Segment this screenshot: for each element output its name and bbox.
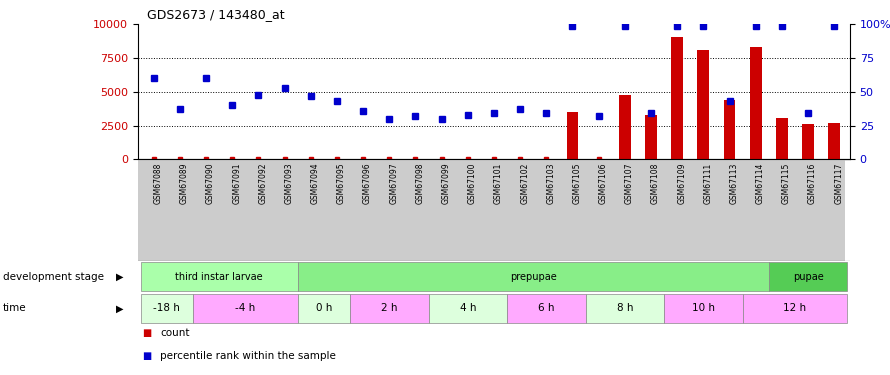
Text: -4 h: -4 h — [235, 303, 255, 313]
Text: GSM67096: GSM67096 — [363, 162, 372, 204]
Text: -18 h: -18 h — [153, 303, 180, 313]
Text: time: time — [3, 303, 27, 313]
Bar — [350, 294, 428, 323]
Bar — [619, 94, 631, 159]
Text: GSM67103: GSM67103 — [546, 162, 555, 204]
Text: prepupae: prepupae — [510, 272, 556, 282]
Text: GSM67105: GSM67105 — [572, 162, 581, 204]
Bar — [193, 294, 297, 323]
Text: GSM67093: GSM67093 — [285, 162, 294, 204]
Text: GSM67116: GSM67116 — [808, 162, 817, 204]
Bar — [428, 294, 507, 323]
Text: GSM67111: GSM67111 — [703, 162, 712, 204]
Text: GSM67088: GSM67088 — [154, 162, 163, 204]
Text: ■: ■ — [142, 328, 151, 338]
Text: GSM67115: GSM67115 — [782, 162, 791, 204]
Text: 2 h: 2 h — [381, 303, 398, 313]
Text: count: count — [160, 328, 190, 338]
Bar — [776, 117, 788, 159]
Text: 8 h: 8 h — [617, 303, 633, 313]
Bar — [645, 115, 657, 159]
Bar — [742, 294, 847, 323]
Text: GSM67114: GSM67114 — [756, 162, 765, 204]
Text: GSM67102: GSM67102 — [520, 162, 530, 204]
Bar — [749, 47, 762, 159]
Bar — [586, 294, 664, 323]
Bar — [829, 123, 840, 159]
Text: GSM67092: GSM67092 — [258, 162, 267, 204]
Text: GSM67094: GSM67094 — [311, 162, 320, 204]
Text: GSM67107: GSM67107 — [625, 162, 634, 204]
Text: GSM67100: GSM67100 — [468, 162, 477, 204]
Text: pupae: pupae — [793, 272, 823, 282]
Text: GSM67097: GSM67097 — [389, 162, 398, 204]
Text: GSM67091: GSM67091 — [232, 162, 241, 204]
Bar — [769, 262, 847, 291]
Text: development stage: development stage — [3, 272, 103, 282]
Text: percentile rank within the sample: percentile rank within the sample — [160, 351, 336, 361]
Bar — [297, 294, 350, 323]
Text: 4 h: 4 h — [459, 303, 476, 313]
Text: 12 h: 12 h — [783, 303, 806, 313]
Text: GSM67113: GSM67113 — [730, 162, 739, 204]
Text: 6 h: 6 h — [538, 303, 554, 313]
Bar — [141, 262, 297, 291]
Text: GSM67117: GSM67117 — [834, 162, 843, 204]
Text: GSM67095: GSM67095 — [337, 162, 346, 204]
Text: third instar larvae: third instar larvae — [175, 272, 263, 282]
Bar — [664, 294, 742, 323]
Bar — [507, 294, 586, 323]
Text: GSM67098: GSM67098 — [416, 162, 425, 204]
Text: GSM67101: GSM67101 — [494, 162, 503, 204]
Text: GSM67109: GSM67109 — [677, 162, 686, 204]
Bar — [802, 124, 814, 159]
Text: ■: ■ — [142, 351, 151, 361]
Text: GSM67106: GSM67106 — [599, 162, 608, 204]
Bar — [141, 294, 193, 323]
Text: 10 h: 10 h — [692, 303, 715, 313]
Text: GSM67099: GSM67099 — [441, 162, 450, 204]
Text: GDS2673 / 143480_at: GDS2673 / 143480_at — [147, 8, 285, 21]
Text: 0 h: 0 h — [316, 303, 332, 313]
Text: ▶: ▶ — [117, 272, 124, 282]
Bar — [698, 50, 709, 159]
Bar — [724, 100, 735, 159]
Text: GSM67090: GSM67090 — [206, 162, 215, 204]
Bar — [567, 112, 579, 159]
Text: ▶: ▶ — [117, 303, 124, 313]
Bar — [671, 36, 683, 159]
Text: GSM67108: GSM67108 — [651, 162, 660, 204]
Text: GSM67089: GSM67089 — [180, 162, 189, 204]
Bar — [297, 262, 769, 291]
